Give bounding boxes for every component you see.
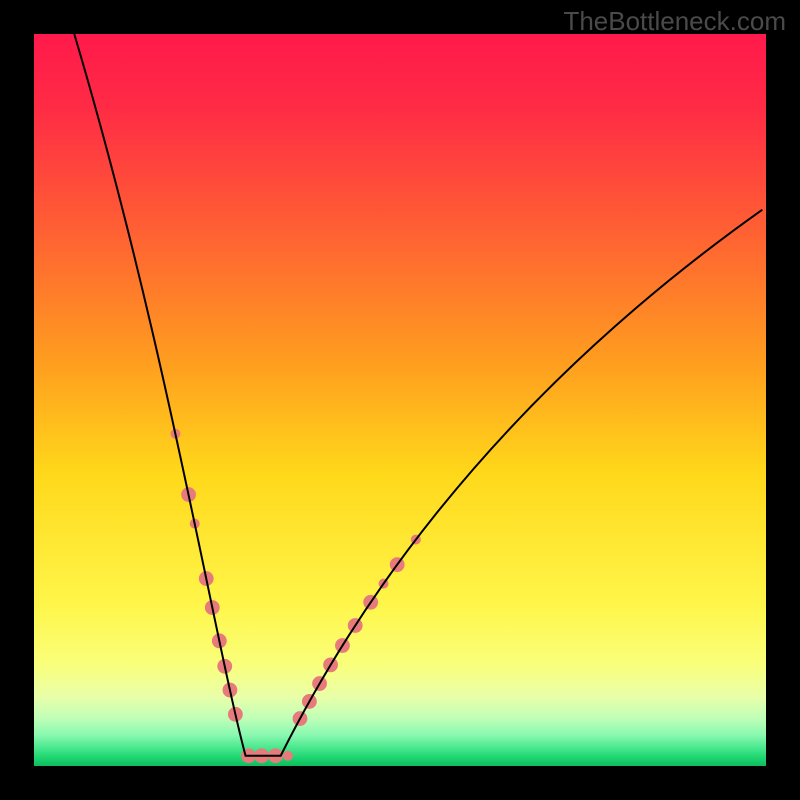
- chart-stage: TheBottleneck.com: [0, 0, 800, 800]
- gradient-background: [34, 34, 766, 766]
- watermark-label: TheBottleneck.com: [563, 6, 786, 37]
- chart-frame: [34, 34, 766, 766]
